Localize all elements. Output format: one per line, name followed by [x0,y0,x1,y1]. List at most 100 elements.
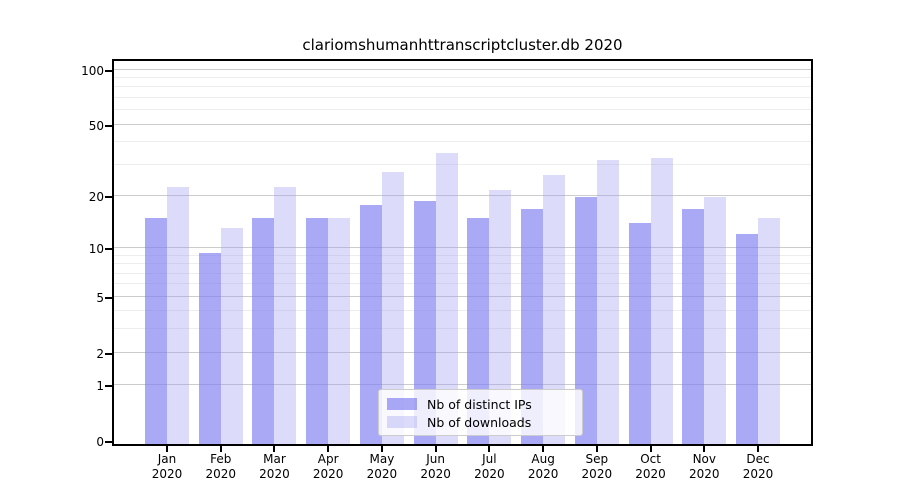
y-tick-mark-20 [105,195,112,198]
x-tick-mark-sep [595,446,598,452]
bar-downloads-sep [596,159,619,444]
legend-item-distinct-ips: Nb of distinct IPs [387,395,574,413]
x-tick-label-may: May 2020 [350,452,414,482]
y-tick-label-5: 5 [96,290,104,305]
major-gridline-10 [114,247,811,249]
bar-distinct-ips-sep [574,197,597,444]
legend: Nb of distinct IPs Nb of downloads [378,389,583,436]
y-tick-label-100: 100 [81,63,104,78]
y-tick-mark-1 [105,385,112,388]
bar-distinct-ips-aug [521,209,544,444]
bar-distinct-ips-jul [467,218,490,444]
x-tick-label-oct: Oct 2020 [619,452,683,482]
bar-distinct-ips-may [359,204,382,444]
legend-swatch-downloads [387,416,417,428]
bar-distinct-ips-oct [628,222,651,444]
plot-inner [114,61,811,444]
minor-gridline-90 [114,76,811,78]
x-tick-month: Mar [263,452,286,466]
minor-gridline-6 [114,283,811,285]
minor-gridline-3 [114,328,811,330]
x-tick-mark-feb [219,446,222,452]
x-tick-month: Nov [692,452,716,466]
x-tick-year: 2020 [420,467,451,481]
bar-downloads-jan [167,186,189,444]
x-tick-year: 2020 [259,467,290,481]
minor-gridline-8 [114,263,811,265]
x-tick-year: 2020 [689,467,720,481]
y-tick-mark-0 [105,441,112,443]
bar-downloads-oct [650,157,673,444]
x-tick-year: 2020 [151,467,183,481]
x-tick-label-sep: Sep 2020 [565,452,629,482]
y-tick-mark-50 [105,124,112,127]
y-tick-mark-5 [105,296,112,299]
x-tick-mark-aug [542,446,545,452]
bar-distinct-ips-nov [682,209,705,444]
bar-downloads-jun [435,153,458,444]
x-tick-mark-oct [649,446,652,452]
bar-distinct-ips-mar [252,218,275,444]
legend-swatch-distinct-ips [387,398,417,410]
x-tick-year: 2020 [312,467,344,481]
x-tick-year: 2020 [742,467,774,481]
x-tick-label-nov: Nov 2020 [672,452,736,482]
plot-area [112,59,813,446]
bar-downloads-jul [489,190,512,444]
x-tick-year: 2020 [474,467,505,481]
bar-downloads-nov [704,197,727,444]
legend-label-downloads: Nb of downloads [427,414,532,430]
x-tick-month: Aug [531,452,555,466]
x-tick-month: May [369,452,395,466]
minor-gridline-7 [114,272,811,274]
bar-distinct-ips-dec [736,233,759,444]
major-gridline-5 [114,295,811,297]
x-tick-month: Jan [157,452,177,466]
bar-downloads-may [381,172,404,444]
x-tick-label-aug: Aug 2020 [511,452,575,482]
x-tick-year: 2020 [635,467,666,481]
y-tick-mark-2 [105,352,112,355]
y-tick-label-20: 20 [88,189,104,204]
minor-gridline-80 [114,86,811,88]
bar-distinct-ips-apr [306,218,329,444]
y-tick-mark-100 [105,69,112,72]
x-tick-label-jul: Jul 2020 [457,452,521,482]
x-tick-month: Oct [640,452,661,466]
y-tick-label-2: 2 [96,346,104,361]
major-gridline-1 [114,384,811,386]
minor-gridline-9 [114,254,811,256]
major-gridline-100 [114,68,811,70]
bar-distinct-ips-feb [198,253,221,444]
x-tick-month: Apr [317,452,339,466]
y-tick-label-50: 50 [88,118,104,133]
legend-label-distinct-ips: Nb of distinct IPs [427,396,532,412]
major-gridline-50 [114,123,811,125]
chart-title: clariomshumanhttranscriptcluster.db 2020 [302,36,623,54]
x-tick-mark-jan [166,446,168,452]
y-tick-label-0: 0 [96,435,104,449]
x-tick-month: Jun [426,452,446,466]
x-tick-mark-may [380,446,383,452]
bar-distinct-ips-jan [145,218,167,444]
y-tick-label-1: 1 [96,379,104,394]
legend-item-downloads: Nb of downloads [387,413,574,431]
bar-downloads-dec [758,218,781,444]
bar-downloads-aug [543,175,566,444]
x-tick-mark-mar [273,446,276,452]
x-tick-mark-apr [327,446,330,452]
x-tick-mark-jul [488,446,491,452]
x-tick-year: 2020 [205,467,236,481]
x-tick-month: Feb [210,452,232,466]
minor-gridline-30 [114,163,811,165]
minor-gridline-4 [114,310,811,312]
x-tick-year: 2020 [581,467,613,481]
bar-downloads-feb [220,228,243,444]
y-tick-mark-10 [105,248,112,251]
bar-downloads-mar [274,186,297,444]
major-gridline-2 [114,351,811,353]
major-gridline-20 [114,194,811,196]
x-tick-month: Sep [585,452,609,466]
x-tick-label-jan: Jan 2020 [135,452,199,482]
